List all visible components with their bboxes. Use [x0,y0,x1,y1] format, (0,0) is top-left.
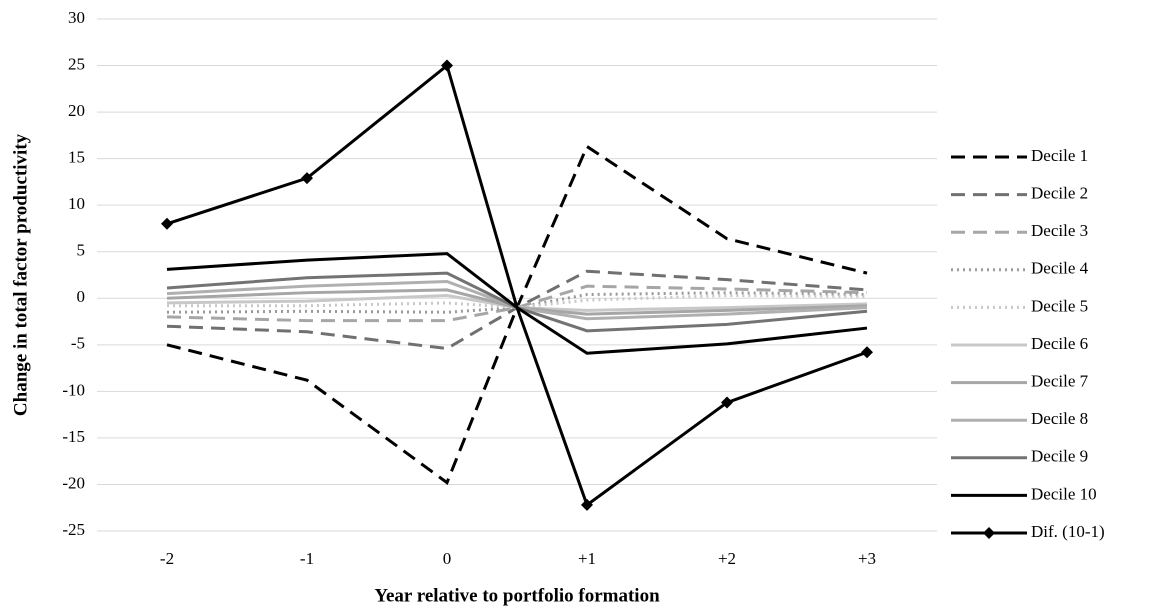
series-line [166,284,868,323]
series-line [166,62,868,508]
series-line [167,293,868,310]
y-tick-label: 15 [68,148,85,167]
marker [161,217,173,230]
x-axis-title: Year relative to portfolio formation [374,585,660,606]
legend-label: Dif. (10-1) [1031,522,1105,541]
series-line [166,144,868,485]
marker [581,498,593,511]
y-axis-title: Change in total factor productivity [10,133,31,416]
legend-label: Decile 5 [1031,296,1088,315]
x-tick-label: +1 [578,549,596,568]
y-tick-label: 10 [68,194,85,213]
legend-label: Decile 7 [1031,372,1089,391]
marker [861,346,873,359]
legend-label: Decile 3 [1031,221,1088,240]
legend-marker [983,527,995,539]
legend-label: Decile 4 [1031,259,1089,278]
marker [441,59,453,72]
legend-label: Decile 9 [1031,447,1088,466]
marker [721,396,733,409]
legend-label: Decile 8 [1031,409,1088,428]
legend-label: Decile 6 [1031,334,1088,353]
y-tick-label: 20 [68,101,85,120]
y-tick-label: -15 [62,427,85,446]
y-tick-label: 25 [68,54,85,73]
x-tick-label: +2 [718,549,736,568]
y-tick-label: -20 [62,473,85,492]
y-tick-label: 0 [77,287,86,306]
x-tick-label: -2 [160,549,174,568]
y-tick-label: -10 [62,380,85,399]
y-tick-label: 5 [77,241,86,260]
y-tick-label: 30 [68,8,85,27]
marker [301,172,313,185]
legend-label: Decile 1 [1031,146,1088,165]
x-tick-label: +3 [858,549,876,568]
legend-label: Decile 10 [1031,484,1097,503]
y-tick-label: -5 [71,334,85,353]
x-tick-label: 0 [443,549,452,568]
legend-label: Decile 2 [1031,184,1088,203]
y-tick-label: -25 [62,520,85,539]
x-tick-label: -1 [300,549,314,568]
